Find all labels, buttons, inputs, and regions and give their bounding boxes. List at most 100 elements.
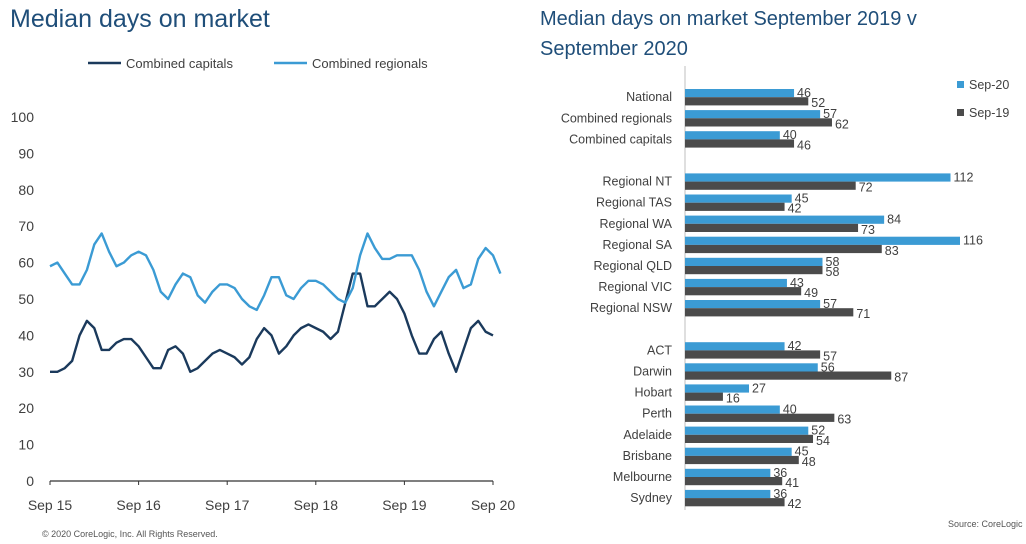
bar-sep19 <box>685 223 859 232</box>
data-label-sep20: 57 <box>823 297 837 311</box>
bar-sep19 <box>685 371 892 380</box>
y-tick-label: 60 <box>18 255 34 271</box>
bar-sep19 <box>685 139 795 148</box>
bar-sep19 <box>685 97 809 106</box>
bar-sep19 <box>685 498 785 507</box>
data-label-sep19: 42 <box>788 202 802 216</box>
bar-sep20 <box>685 468 771 477</box>
bar-sep20 <box>685 194 792 203</box>
x-tick-label: Sep 16 <box>116 497 161 513</box>
data-label-sep20: 52 <box>811 424 825 438</box>
bar-sep19 <box>685 392 723 401</box>
bar-sep19 <box>685 202 785 211</box>
bar-sep19 <box>685 434 814 443</box>
category-label: Regional NT <box>603 175 673 189</box>
y-tick-label: 40 <box>18 327 34 343</box>
bar-sep20 <box>685 110 821 119</box>
data-label-sep20: 116 <box>963 234 983 248</box>
category-label: Regional WA <box>600 217 673 231</box>
y-tick-label: 50 <box>18 291 34 307</box>
category-label: Perth <box>642 407 672 421</box>
bar-sep20 <box>685 342 785 351</box>
data-label-sep20: 27 <box>752 381 766 395</box>
y-tick-label: 100 <box>11 109 35 125</box>
data-label-sep19: 57 <box>823 349 837 363</box>
bar-sep20 <box>685 173 951 182</box>
x-tick-label: Sep 20 <box>471 497 516 513</box>
category-label: Hobart <box>634 386 672 400</box>
category-label: Adelaide <box>623 428 672 442</box>
data-label-sep19: 46 <box>797 138 811 152</box>
series-line <box>50 272 494 373</box>
category-label: Regional SA <box>603 238 673 252</box>
category-label: Regional VIC <box>598 280 672 294</box>
data-label-sep19: 87 <box>894 371 908 385</box>
legend-swatch <box>957 81 964 88</box>
data-label-sep19: 83 <box>885 244 899 258</box>
category-label: Regional NSW <box>590 301 672 315</box>
bar-sep20 <box>685 257 823 266</box>
data-label-sep20: 46 <box>797 86 811 100</box>
bar-sep19 <box>685 413 835 422</box>
line-chart-title: Median days on market <box>10 5 270 33</box>
legend-label: Combined regionals <box>312 56 428 71</box>
data-label-sep19: 73 <box>861 223 875 237</box>
bar-sep20 <box>685 89 795 98</box>
bar-chart-title: Median days on market September 2019 v S… <box>540 8 917 60</box>
x-tick-label: Sep 18 <box>294 497 339 513</box>
bar-sep20 <box>685 447 792 456</box>
bar-sep20 <box>685 131 780 140</box>
bar-sep19 <box>685 181 856 190</box>
data-label-sep20: 43 <box>790 276 804 290</box>
data-label-sep19: 54 <box>816 434 830 448</box>
data-label-sep19: 42 <box>788 497 802 511</box>
bar-sep20 <box>685 426 809 435</box>
y-tick-label: 0 <box>26 473 34 489</box>
y-tick-label: 80 <box>18 182 34 198</box>
data-label-sep20: 42 <box>788 339 802 353</box>
category-label: Darwin <box>633 365 672 379</box>
legend-label: Combined capitals <box>126 56 233 71</box>
bar-sep19 <box>685 266 823 275</box>
series-line <box>49 232 502 312</box>
y-tick-label: 90 <box>18 145 34 161</box>
data-label-sep19: 48 <box>802 455 816 469</box>
bar-sep20 <box>685 489 771 499</box>
data-label-sep19: 63 <box>837 413 851 427</box>
data-label-sep20: 57 <box>823 107 837 121</box>
category-label: Combined regionals <box>561 111 672 125</box>
data-label-sep20: 112 <box>954 170 974 184</box>
data-label-sep20: 58 <box>826 255 840 269</box>
data-label-sep20: 45 <box>795 192 809 206</box>
bar-sep20 <box>685 405 780 414</box>
x-tick-label: Sep 15 <box>28 497 73 513</box>
bar-sep19 <box>685 287 802 296</box>
bar-sep20 <box>685 278 787 288</box>
data-label-sep20: 45 <box>795 445 809 459</box>
bar-sep19 <box>685 308 854 317</box>
bar-sep19 <box>685 455 799 465</box>
category-label: Sydney <box>630 491 672 505</box>
data-label-sep20: 36 <box>773 487 787 501</box>
y-tick-label: 30 <box>18 364 34 380</box>
x-tick-label: Sep 17 <box>205 497 250 513</box>
bar-sep20 <box>685 363 818 372</box>
data-label-sep19: 49 <box>804 286 818 300</box>
copyright-text: © 2020 CoreLogic, Inc. All Rights Reserv… <box>42 529 218 539</box>
source-text: Source: CoreLogic <box>948 519 1023 529</box>
data-label-sep20: 40 <box>783 128 797 142</box>
category-label: Combined capitals <box>569 132 672 146</box>
category-label: Regional TAS <box>596 196 672 210</box>
category-label: Melbourne <box>613 470 672 484</box>
y-tick-label: 20 <box>18 400 34 416</box>
data-label-sep19: 72 <box>859 181 873 195</box>
legend-label: Sep-19 <box>969 106 1009 120</box>
data-label-sep20: 40 <box>783 403 797 417</box>
data-label-sep20: 36 <box>773 466 787 480</box>
line-chart: 0 10 20 30 40 50 60 70 80 90 100 Sep 15 Sep 16 Sep 17… <box>11 56 516 513</box>
data-label-sep19: 71 <box>856 307 870 321</box>
bar-sep20 <box>685 236 960 245</box>
x-tick-label: Sep 19 <box>382 497 427 513</box>
y-tick-label: 70 <box>18 218 34 234</box>
